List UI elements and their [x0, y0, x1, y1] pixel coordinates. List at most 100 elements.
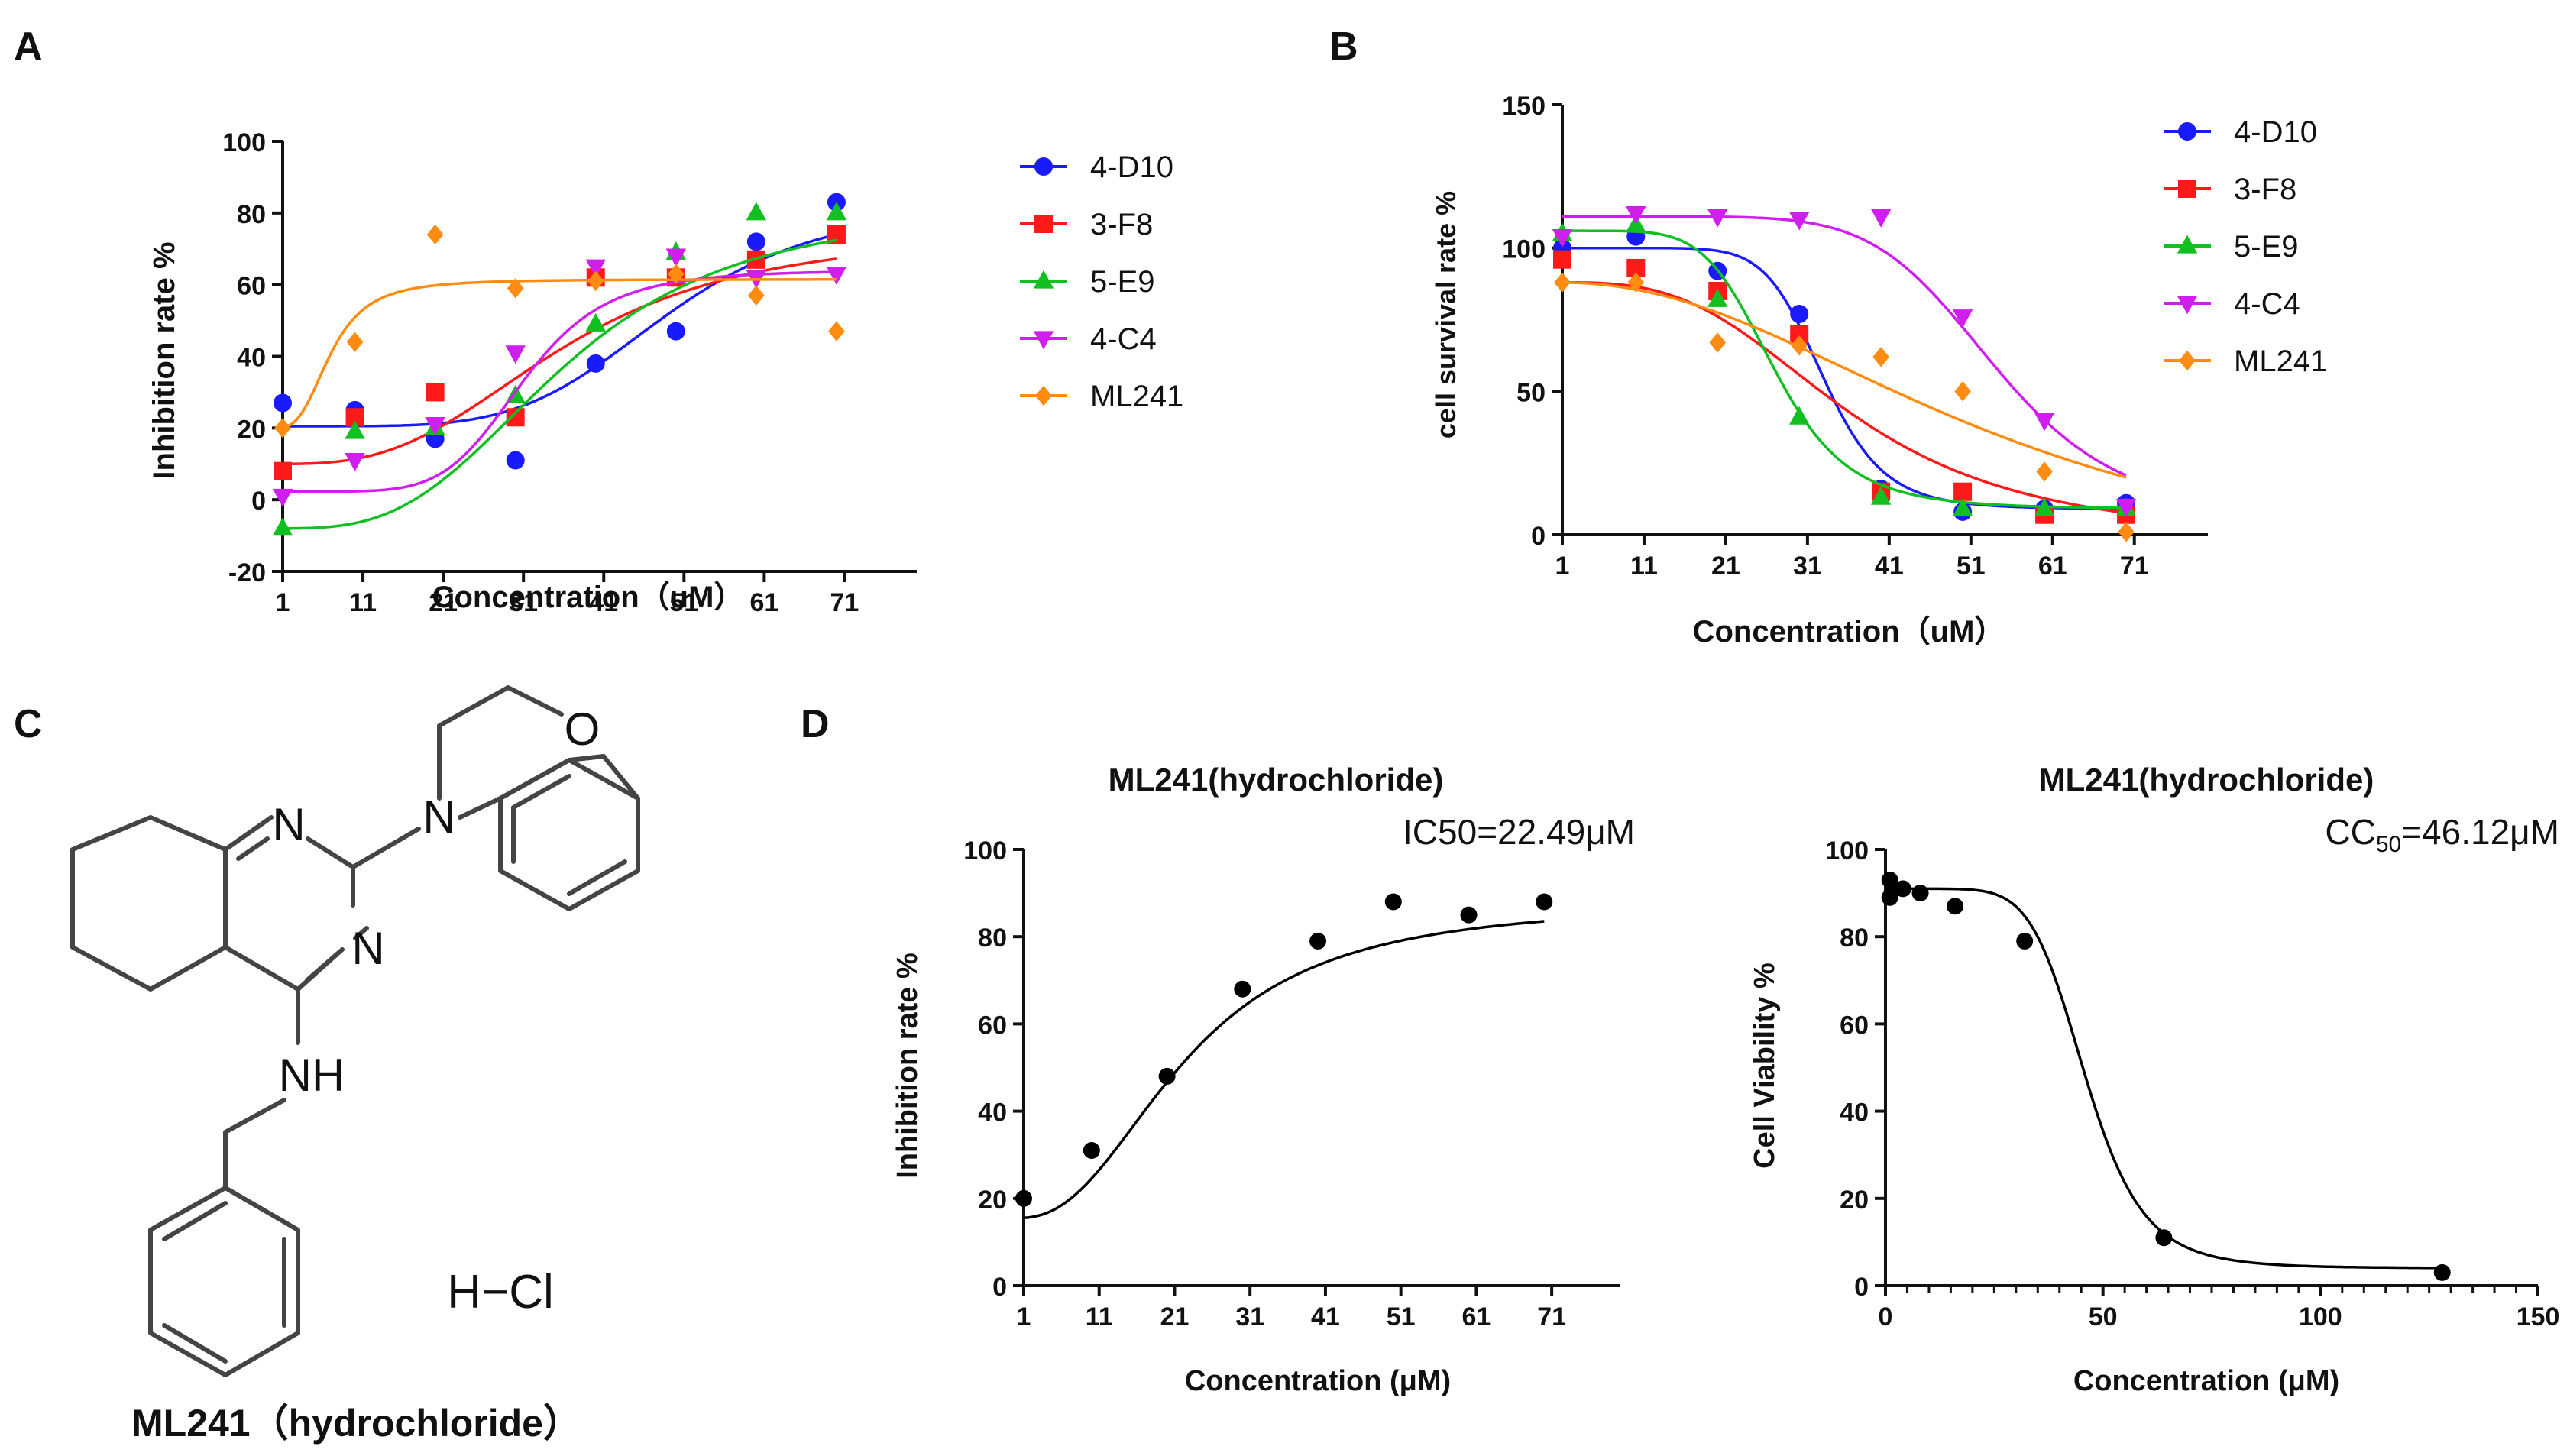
legend-label-ml241: ML241: [2234, 345, 2327, 378]
y-tick-label: 60: [1840, 1011, 1869, 1040]
legend-marker-3-f8: [1034, 215, 1053, 233]
y-tick-label: 80: [237, 200, 266, 229]
data-point-4-d10: [586, 354, 605, 373]
data-point-4-c4: [1788, 212, 1810, 231]
fit-curve-ml241: [1889, 887, 2442, 1270]
data-point-4-c4: [1626, 206, 1646, 225]
hcl-label: H−Cl: [447, 1266, 554, 1318]
x-tick-label: 0: [1879, 1302, 1893, 1331]
data-point-ml241: [507, 278, 524, 299]
x-tick-label: 51: [1957, 552, 1986, 581]
chart-a-y-axis-label: Inhibition rate %: [147, 241, 181, 479]
x-tick-label: 51: [1387, 1302, 1416, 1331]
legend-label-4-d10: 4-D10: [2234, 115, 2317, 149]
y-tick-label: 100: [1825, 836, 1869, 866]
data-point-3-f8: [274, 461, 292, 480]
benzene-edge: [567, 758, 640, 801]
legend-label-4-c4: 4-C4: [2234, 287, 2300, 321]
legend-marker-ml241: [1035, 385, 1052, 406]
data-point-4-c4: [425, 417, 445, 436]
data-point-5-e9: [1788, 406, 1810, 425]
x-tick-label: 31: [509, 588, 538, 617]
x-tick-label: 21: [429, 588, 458, 617]
data-point-ml241: [2155, 1229, 2173, 1247]
data-point-ml241: [1234, 980, 1251, 998]
y-tick-label: 100: [963, 836, 1007, 866]
y-tick-label: 60: [237, 272, 266, 301]
legend-marker-ml241: [2179, 350, 2196, 371]
data-point-5-e9: [826, 202, 847, 221]
legend-label-5-e9: 5-E9: [2234, 230, 2299, 264]
data-point-ml241: [1536, 893, 1553, 911]
y-tick-label: 0: [251, 487, 266, 516]
x-tick-label: 11: [349, 588, 377, 617]
data-point-ml241: [1554, 272, 1571, 293]
data-point-5-e9: [272, 517, 293, 536]
y-tick-label: 20: [1840, 1186, 1869, 1215]
atom-n3: N: [422, 791, 455, 843]
data-point-ml241: [1894, 880, 1911, 898]
data-point-ml241: [1911, 885, 1929, 902]
fit-curve-5-e9: [283, 238, 837, 530]
data-point-ml241: [587, 270, 604, 292]
panel-label-d: D: [801, 702, 830, 746]
fit-curve-3-f8: [1562, 280, 2127, 515]
data-point-4-d10: [666, 322, 685, 341]
data-point-3-f8: [426, 383, 445, 402]
bond-c2-n: [351, 827, 421, 869]
data-point-ml241: [1947, 898, 1964, 915]
data-point-4-d10: [506, 451, 525, 470]
fit-curve-ml241: [282, 278, 837, 429]
data-point-ml241: [748, 285, 765, 306]
data-point-5-e9: [585, 312, 606, 332]
x-tick-label: 71: [830, 588, 859, 617]
legend-marker-4-d10: [1034, 157, 1053, 176]
nh-benzyl-bonds: [223, 987, 300, 1190]
benzyl-inner-bonds: [162, 1201, 286, 1364]
data-point-ml241: [1460, 906, 1478, 924]
y-tick-label: 80: [1840, 924, 1869, 953]
data-point-3-f8: [1553, 250, 1571, 269]
y-tick-label: 50: [1516, 378, 1546, 407]
chart-b-y-axis-label: cell survival rate %: [1430, 191, 1461, 438]
chart-d1-x-axis-label: Concentration (μM): [1185, 1365, 1451, 1397]
fit-curve-ml241: [1023, 920, 1545, 1220]
legend-marker-4-c4: [2177, 296, 2198, 315]
data-point-ml241: [668, 264, 685, 284]
legend-label-3-f8: 3-F8: [2234, 173, 2296, 206]
legend-label-4-c4: 4-C4: [1090, 322, 1157, 356]
data-point-4-d10: [1790, 304, 1809, 323]
panel-label-b: B: [1329, 24, 1358, 69]
x-tick-label: 50: [2089, 1302, 2118, 1331]
data-point-ml241: [1791, 335, 1808, 356]
data-point-5-e9: [1870, 486, 1892, 505]
y-tick-label: 40: [237, 344, 266, 373]
atom-nh: NH: [279, 1050, 345, 1101]
data-point-ml241: [828, 321, 845, 341]
chart-d2-y-axis-label: Cell Viability %: [1749, 963, 1781, 1169]
legend-label-ml241: ML241: [1090, 380, 1183, 413]
data-point-4-c4: [2034, 413, 2055, 432]
data-point-ml241: [1627, 272, 1645, 293]
fit-curve-4-c4: [1562, 215, 2127, 477]
chart-d1-y-axis-label: Inhibition rate %: [892, 953, 924, 1179]
benzene-inner-bonds: [498, 758, 627, 896]
x-tick-label: 1: [276, 588, 290, 617]
chart-d2-title: ML241(hydrochloride): [2039, 762, 2374, 798]
y-tick-label: 100: [222, 128, 266, 157]
x-tick-label: 41: [589, 588, 618, 617]
pyrimidine-double-bonds: [236, 836, 345, 982]
legend-marker-3-f8: [2178, 180, 2196, 198]
y-tick-label: 100: [1502, 235, 1546, 264]
x-tick-label: 61: [749, 588, 778, 617]
fit-curve-4-c4: [283, 270, 837, 493]
legend-marker-4-c4: [1033, 331, 1054, 350]
x-tick-label: 31: [1793, 552, 1822, 581]
data-point-ml241: [346, 332, 364, 352]
data-point-5-e9: [746, 202, 767, 221]
y-tick-label: 0: [1531, 522, 1546, 551]
data-point-ml241: [1384, 893, 1402, 911]
atom-n1: N: [272, 799, 305, 850]
